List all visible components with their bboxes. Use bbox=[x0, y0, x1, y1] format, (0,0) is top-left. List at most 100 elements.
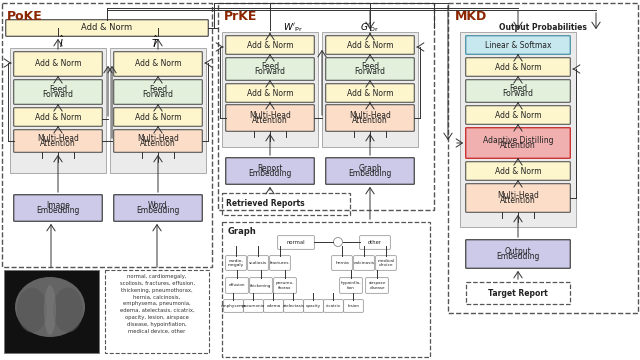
Text: Image: Image bbox=[46, 201, 70, 210]
FancyBboxPatch shape bbox=[466, 80, 570, 102]
FancyBboxPatch shape bbox=[114, 52, 202, 76]
FancyBboxPatch shape bbox=[13, 52, 102, 76]
Text: Multi-Head: Multi-Head bbox=[37, 134, 79, 143]
FancyBboxPatch shape bbox=[466, 240, 570, 268]
Text: $W'_{\rm Pr}$: $W'_{\rm Pr}$ bbox=[283, 22, 303, 34]
Text: Adaptive Distilling: Adaptive Distilling bbox=[483, 136, 553, 145]
Text: Feed: Feed bbox=[509, 84, 527, 93]
FancyBboxPatch shape bbox=[304, 300, 323, 312]
Text: Embedding: Embedding bbox=[496, 252, 540, 261]
FancyBboxPatch shape bbox=[264, 300, 284, 312]
FancyBboxPatch shape bbox=[6, 20, 208, 36]
Text: Target Report: Target Report bbox=[488, 288, 548, 297]
FancyBboxPatch shape bbox=[114, 80, 202, 104]
Text: PrKE: PrKE bbox=[224, 9, 257, 22]
Text: Multi-Head: Multi-Head bbox=[497, 191, 539, 200]
FancyBboxPatch shape bbox=[326, 158, 414, 184]
Text: medical
device: medical device bbox=[378, 259, 395, 267]
Ellipse shape bbox=[17, 288, 47, 333]
FancyBboxPatch shape bbox=[224, 300, 243, 312]
FancyBboxPatch shape bbox=[269, 256, 291, 270]
Text: normal: normal bbox=[287, 240, 305, 245]
Text: opacity: opacity bbox=[306, 304, 321, 308]
FancyBboxPatch shape bbox=[332, 256, 352, 270]
Text: Forward: Forward bbox=[255, 67, 285, 76]
Bar bbox=[2, 3, 212, 267]
Text: Attention: Attention bbox=[500, 141, 536, 150]
FancyBboxPatch shape bbox=[340, 278, 362, 293]
Text: Feed: Feed bbox=[261, 62, 279, 71]
Text: PoKE: PoKE bbox=[7, 9, 43, 22]
Text: $\hat{I}$: $\hat{I}$ bbox=[59, 34, 65, 50]
Text: Add & Norm: Add & Norm bbox=[35, 112, 81, 122]
Text: effusion: effusion bbox=[228, 284, 245, 288]
Text: Add & Norm: Add & Norm bbox=[135, 59, 181, 68]
Text: Feed: Feed bbox=[149, 85, 167, 94]
Bar bbox=[110, 48, 206, 173]
Ellipse shape bbox=[15, 277, 85, 337]
Text: Linear & Softmax: Linear & Softmax bbox=[484, 40, 551, 49]
Bar bbox=[4, 270, 99, 353]
Text: Feed: Feed bbox=[49, 85, 67, 94]
FancyBboxPatch shape bbox=[226, 105, 314, 131]
Text: Add & Norm: Add & Norm bbox=[347, 89, 393, 98]
FancyBboxPatch shape bbox=[326, 36, 414, 54]
Text: atelectasis: atelectasis bbox=[282, 304, 305, 308]
FancyBboxPatch shape bbox=[114, 130, 202, 152]
Text: scoliosis: scoliosis bbox=[249, 261, 267, 265]
FancyBboxPatch shape bbox=[365, 278, 388, 293]
Text: Output Probabilities: Output Probabilities bbox=[499, 22, 587, 31]
FancyBboxPatch shape bbox=[226, 84, 314, 102]
Text: cardio-
megaly: cardio- megaly bbox=[228, 259, 244, 267]
Text: Forward: Forward bbox=[502, 89, 534, 98]
Circle shape bbox=[333, 238, 342, 247]
Text: $\hat{T}$: $\hat{T}$ bbox=[150, 34, 159, 50]
Text: Graph: Graph bbox=[228, 228, 257, 237]
FancyBboxPatch shape bbox=[376, 256, 396, 270]
FancyBboxPatch shape bbox=[466, 184, 570, 212]
Text: Report: Report bbox=[257, 164, 283, 173]
Text: Attention: Attention bbox=[352, 116, 388, 125]
Text: Multi-Head: Multi-Head bbox=[249, 111, 291, 120]
Text: Attention: Attention bbox=[140, 139, 176, 148]
Text: fractures: fractures bbox=[270, 261, 290, 265]
Text: edema: edema bbox=[266, 304, 280, 308]
FancyBboxPatch shape bbox=[13, 108, 102, 126]
Text: calcinosis: calcinosis bbox=[353, 261, 374, 265]
FancyBboxPatch shape bbox=[226, 36, 314, 54]
FancyBboxPatch shape bbox=[13, 80, 102, 104]
Text: airspace
disease: airspace disease bbox=[368, 281, 386, 290]
Text: Feed: Feed bbox=[361, 62, 379, 71]
Text: Attention: Attention bbox=[40, 139, 76, 148]
Text: $G'_{\rm Dr}$: $G'_{\rm Dr}$ bbox=[360, 22, 380, 34]
FancyBboxPatch shape bbox=[466, 128, 570, 158]
Text: MKD: MKD bbox=[455, 9, 487, 22]
Text: Forward: Forward bbox=[143, 90, 173, 99]
FancyBboxPatch shape bbox=[466, 58, 570, 76]
Bar bbox=[460, 32, 576, 227]
FancyBboxPatch shape bbox=[226, 256, 246, 270]
Text: Add & Norm: Add & Norm bbox=[135, 112, 181, 122]
FancyBboxPatch shape bbox=[324, 300, 343, 312]
FancyBboxPatch shape bbox=[13, 195, 102, 221]
Text: normal, cardiomegaly,
scoliosis, fractures, effusion,
thickening, pneumothorax,
: normal, cardiomegaly, scoliosis, fractur… bbox=[120, 274, 195, 333]
Text: lesion: lesion bbox=[348, 304, 360, 308]
FancyBboxPatch shape bbox=[226, 278, 248, 293]
Text: Multi-Head: Multi-Head bbox=[137, 134, 179, 143]
Bar bbox=[448, 3, 638, 313]
Text: Multi-Head: Multi-Head bbox=[349, 111, 391, 120]
Text: Embedding: Embedding bbox=[248, 169, 292, 178]
Text: Attention: Attention bbox=[500, 196, 536, 205]
Text: Embedding: Embedding bbox=[348, 169, 392, 178]
FancyBboxPatch shape bbox=[114, 108, 202, 126]
FancyBboxPatch shape bbox=[466, 162, 570, 180]
FancyBboxPatch shape bbox=[326, 105, 414, 131]
Text: Add & Norm: Add & Norm bbox=[247, 40, 293, 49]
Text: cicatrix: cicatrix bbox=[326, 304, 341, 308]
Text: pneumonia: pneumonia bbox=[242, 304, 265, 308]
Text: Embedding: Embedding bbox=[136, 206, 180, 215]
FancyBboxPatch shape bbox=[284, 300, 303, 312]
Text: pneumo-
thorax: pneumo- thorax bbox=[276, 281, 294, 290]
FancyBboxPatch shape bbox=[326, 84, 414, 102]
Text: thickening: thickening bbox=[250, 284, 272, 288]
